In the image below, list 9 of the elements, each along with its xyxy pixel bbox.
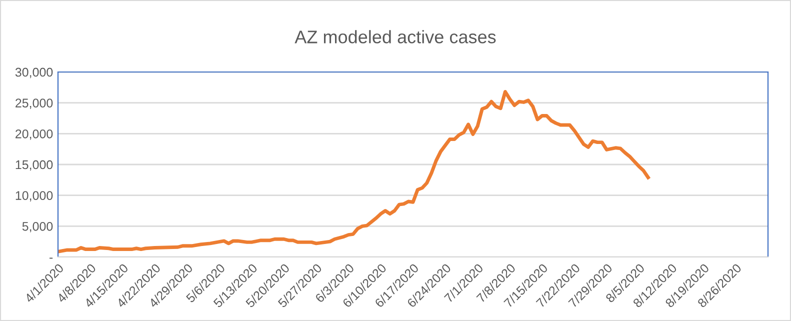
y-tick-label: 25,000: [16, 98, 53, 109]
line-series: [58, 90, 650, 254]
y-tick-label: 30,000: [15, 68, 53, 78]
y-tick-label: 5,000: [22, 222, 53, 232]
chart-title: AZ modeled active cases: [294, 30, 496, 44]
y-tick-label: 20,000: [16, 129, 53, 140]
y-tick-label: 10,000: [16, 191, 53, 202]
y-tick-label: 15,000: [16, 160, 53, 171]
y-tick-label: -: [50, 258, 53, 259]
